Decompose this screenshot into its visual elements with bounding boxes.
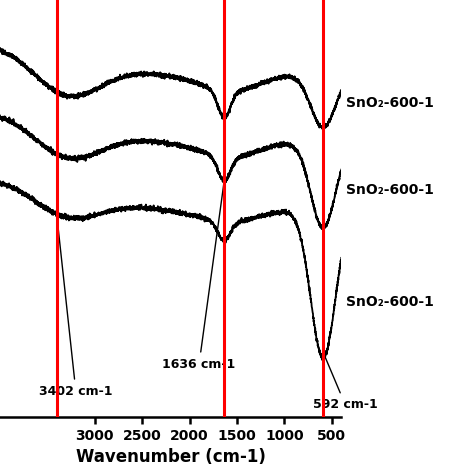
Text: SnO₂-600-1: SnO₂-600-1	[346, 96, 434, 110]
Text: 1636 cm-1: 1636 cm-1	[163, 184, 236, 371]
Text: 3402 cm-1: 3402 cm-1	[39, 217, 113, 398]
Text: SnO₂-600-1: SnO₂-600-1	[346, 295, 434, 310]
Text: 592 cm-1: 592 cm-1	[313, 355, 378, 411]
X-axis label: Wavenumber (cm-1): Wavenumber (cm-1)	[76, 448, 265, 466]
Text: SnO₂-600-1: SnO₂-600-1	[346, 183, 434, 197]
